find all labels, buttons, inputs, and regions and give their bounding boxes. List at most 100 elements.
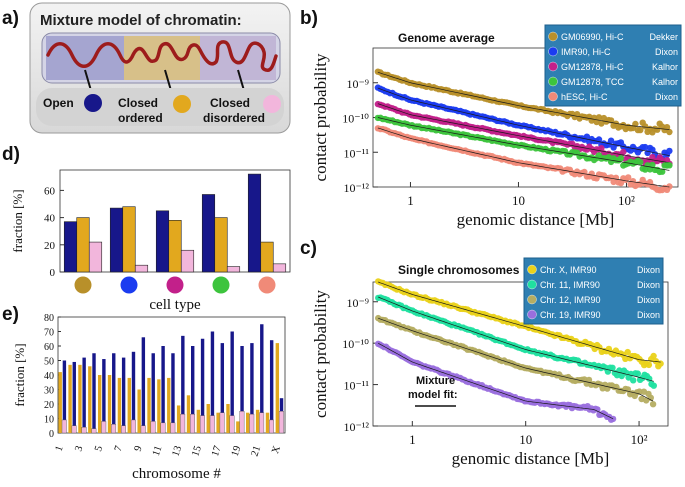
- legend-b-entry-name: GM06990, Hi-C: [561, 32, 624, 42]
- plot-e-xlabel: chromosome #: [132, 466, 221, 482]
- plot-d-xlabel: cell type: [149, 297, 201, 313]
- plot-e-bar: [250, 343, 254, 433]
- panel-b-title: Genome average: [398, 31, 495, 45]
- plot-e-bar: [171, 353, 175, 433]
- plot-e-bar: [140, 425, 146, 434]
- plot-b-point: [595, 114, 603, 121]
- legend-c-marker: [527, 264, 537, 275]
- plot-e-ytick-label: 70: [44, 328, 54, 339]
- loglog-single-chromosomes: 1 10 10² 10⁻⁹ 10⁻¹⁰ 10⁻¹¹ 10⁻¹² genomic distanc…: [311, 278, 669, 468]
- plot-e-xtick-label: 7: [113, 445, 125, 453]
- plot-b-point: [666, 162, 673, 169]
- plot-e-bar: [269, 419, 274, 434]
- plot-b-xtick-label: 10: [512, 193, 525, 208]
- plot-e-xtick-label: 9: [133, 445, 145, 453]
- plot-e-xtick-label: 13: [171, 445, 185, 458]
- plot-b-fit-line: [377, 103, 670, 164]
- panel-b: b) 1 10 10² 10⁻⁹ 10⁻¹⁰ 10⁻¹¹ 10⁻¹² genomic dist…: [300, 8, 682, 229]
- plot-d-bar: [134, 264, 149, 273]
- plot-e-xtick-label: 3: [73, 445, 85, 453]
- plot-e-bar: [176, 405, 181, 433]
- plot-e-bar: [97, 375, 102, 433]
- plot-d-bar: [272, 263, 287, 273]
- plot-c-point: [624, 348, 631, 356]
- plot-b-point: [598, 145, 605, 152]
- plot-e-xtick-label: 11: [151, 445, 165, 458]
- plot-e-bar: [121, 425, 126, 434]
- plot-c-point: [594, 406, 601, 413]
- legend-c-entry-lab: Dixon: [637, 265, 660, 275]
- legend-b-marker: [548, 46, 558, 57]
- plot-e-bar: [61, 419, 67, 434]
- plot-c-point: [609, 364, 616, 371]
- plot-e-bar: [216, 412, 220, 433]
- plot-e-bar: [71, 425, 77, 434]
- cell-type-marker: [212, 276, 230, 294]
- plot-c-xtick-label: 10²: [631, 432, 648, 447]
- plot-e-bar: [151, 353, 155, 433]
- plot-c-frame: [372, 281, 669, 427]
- plot-e-bar: [278, 411, 284, 434]
- plot-e-bar: [147, 377, 151, 433]
- plot-c-point: [622, 355, 629, 362]
- plot-d-bar: [122, 206, 136, 273]
- plot-b-point: [625, 174, 632, 181]
- plot-e-bar: [121, 357, 126, 433]
- plot-e-bar: [72, 361, 76, 433]
- plot-e-bar: [131, 351, 136, 433]
- plot-e-ytick-label: 80: [44, 313, 54, 324]
- legend-c-box: [523, 257, 664, 325]
- state-closed-disordered-label: Closed disordered: [203, 96, 265, 125]
- legend-c-entry-lab: Dixon: [637, 280, 660, 290]
- state-closed-disordered-dot: [263, 95, 281, 113]
- plot-c-point: [657, 360, 664, 367]
- plot-b-ylabel: contact probability: [311, 53, 330, 181]
- plot-b-fit-line: [377, 117, 670, 171]
- fit-label: Mixture model fit:: [408, 375, 458, 401]
- plot-d-ytick-label: 40: [44, 213, 56, 225]
- plot-c-xlabel: genomic distance [Mb]: [452, 449, 610, 468]
- panel-b-letter: b): [300, 8, 318, 29]
- legend-c-entry-name: Chr. 19, IMR90: [540, 310, 601, 320]
- plot-d-bar: [214, 217, 228, 273]
- legend-c-entry-lab: Dixon: [637, 310, 660, 320]
- plot-e-bar: [101, 421, 107, 434]
- state-closed-ordered-dot: [173, 95, 191, 113]
- plot-b-point: [642, 143, 649, 151]
- loglog-genome-average: 1 10 10² 10⁻⁹ 10⁻¹⁰ 10⁻¹¹ 10⁻¹² genomic distanc…: [311, 47, 679, 229]
- plot-b-point: [659, 168, 666, 175]
- plot-b-point: [666, 183, 673, 190]
- plot-e-ytick-label: 0: [49, 429, 54, 440]
- plot-c-point: [585, 376, 593, 384]
- plot-b-ytick-label: 10⁻¹²: [343, 181, 369, 195]
- plot-b-xtick-label: 1: [407, 193, 414, 208]
- plot-b-ytick-label: 10⁻⁹: [346, 77, 369, 91]
- legend-b-entry-lab: Dixon: [655, 92, 678, 102]
- cell-type-marker: [120, 276, 138, 294]
- cell-type-marker: [166, 276, 184, 294]
- chromatin-fiber: [46, 40, 278, 72]
- plot-e-ytick-label: 20: [44, 400, 54, 411]
- plot-e-bar: [180, 413, 186, 434]
- plot-b-point: [583, 133, 591, 140]
- legend-b-entry-name: GM12878, Hi-C: [561, 62, 624, 72]
- plot-c-ytick-label: 10⁻¹⁰: [342, 337, 369, 351]
- plot-c-fit-line: [378, 296, 654, 382]
- panel-d: d) 0 20 40 60 cell type fraction [%]: [2, 144, 291, 313]
- legend-b-marker: [548, 91, 558, 102]
- plot-e-bar: [236, 421, 240, 433]
- plot-e-bar: [186, 395, 191, 433]
- plot-e-bar: [82, 357, 86, 433]
- plot-b-point: [605, 154, 612, 161]
- plot-c-point: [634, 370, 641, 377]
- plot-e-bar: [91, 428, 97, 434]
- plot-e-xtick-label: 1: [54, 445, 66, 453]
- plot-e-bar: [112, 353, 116, 433]
- plot-d-ylabel: fraction [%]: [10, 189, 25, 252]
- plot-e-bar: [167, 377, 171, 433]
- plot-e-xtick-label: 5: [93, 445, 105, 453]
- plot-c-ytick-label: 10⁻¹²: [343, 420, 369, 434]
- plot-e-ytick-label: 30: [44, 386, 54, 397]
- legend-c-entry-name: Chr. 12, IMR90: [540, 295, 601, 305]
- plot-e-xtick-label: X: [270, 444, 283, 455]
